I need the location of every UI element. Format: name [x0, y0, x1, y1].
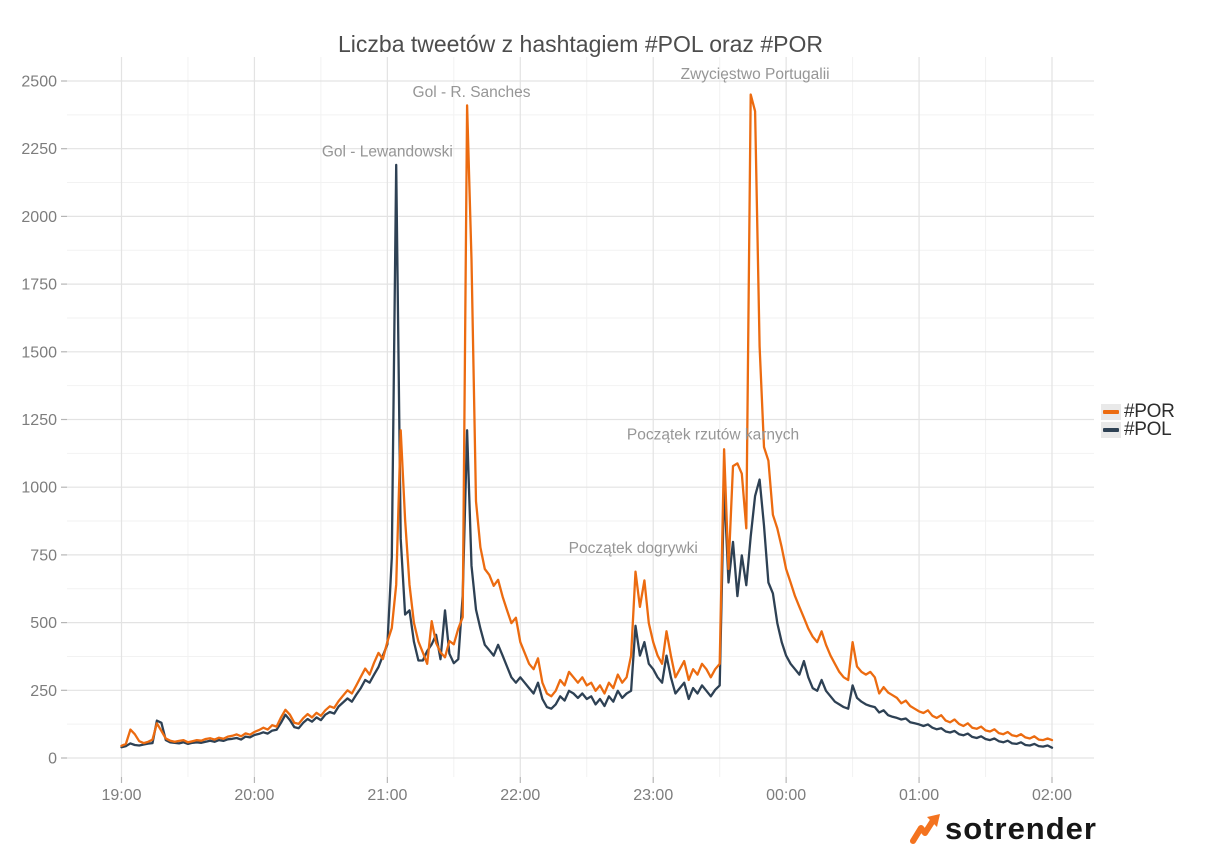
pol-line-swatch: [1103, 428, 1119, 432]
legend-item-por: #POR: [1101, 401, 1175, 422]
y-tick-label: 1500: [21, 344, 57, 361]
annotation-label: Gol - Lewandowski: [322, 143, 453, 160]
legend-label-pol: #POL: [1124, 419, 1172, 440]
legend-label-por: #POR: [1124, 401, 1175, 422]
y-tick-label: 2250: [21, 141, 57, 158]
annotation-labels: Gol - Lewandowski Gol - R. Sanches Począte…: [322, 66, 830, 557]
y-tick-label: 500: [30, 615, 57, 632]
legend-key-pol: [1101, 422, 1121, 438]
y-axis-labels: 0 250 500 750 1000 1250 1500 1750 2000 2250 2500: [21, 74, 57, 768]
x-tick-label: 19:00: [101, 787, 141, 804]
annotation-label: Początek rzutów karnych: [627, 426, 799, 443]
y-tick-label: 250: [30, 683, 57, 700]
x-tick-label: 20:00: [234, 787, 274, 804]
x-tick-label: 22:00: [500, 787, 540, 804]
y-tick-label: 1250: [21, 412, 57, 429]
y-tick-label: 2000: [21, 209, 57, 226]
major-gridlines: [67, 57, 1094, 777]
annotation-label: Gol - R. Sanches: [413, 84, 531, 101]
y-tick-label: 2500: [21, 74, 57, 91]
por-line-swatch: [1103, 410, 1119, 414]
sotrender-logo-text: sotrender: [945, 811, 1097, 846]
legend-key-por: [1101, 404, 1121, 420]
x-tick-label: 01:00: [899, 787, 939, 804]
x-tick-label: 23:00: [633, 787, 673, 804]
y-tick-label: 1000: [21, 480, 57, 497]
y-tick-label: 1750: [21, 277, 57, 294]
annotation-label: Zwycięstwo Portugalii: [681, 66, 830, 83]
x-tick-label: 02:00: [1032, 787, 1072, 804]
x-tick-label: 21:00: [367, 787, 407, 804]
y-tick-label: 750: [30, 547, 57, 564]
sotrender-logo: sotrender: [910, 811, 1097, 847]
chart-legend: #POR #POL: [1101, 401, 1175, 440]
x-axis-labels: 19:00 20:00 21:00 22:00 23:00 00:00 01:00 02:00: [101, 787, 1072, 804]
x-tick-label: 00:00: [766, 787, 806, 804]
chart-title: Liczba tweetów z hashtagiem #POL oraz #P…: [338, 31, 823, 57]
series-lines: [120, 93, 1054, 749]
legend-item-pol: #POL: [1101, 419, 1175, 440]
y-tick-label: 0: [48, 751, 57, 768]
minor-gridlines: [67, 57, 1094, 777]
trend-arrow-icon: [910, 814, 940, 844]
axis-tick-marks: [61, 80, 1053, 783]
series-line-por: [120, 93, 1054, 747]
annotation-label: Początek dogrywki: [569, 540, 698, 557]
series-line-pol: [120, 163, 1054, 749]
